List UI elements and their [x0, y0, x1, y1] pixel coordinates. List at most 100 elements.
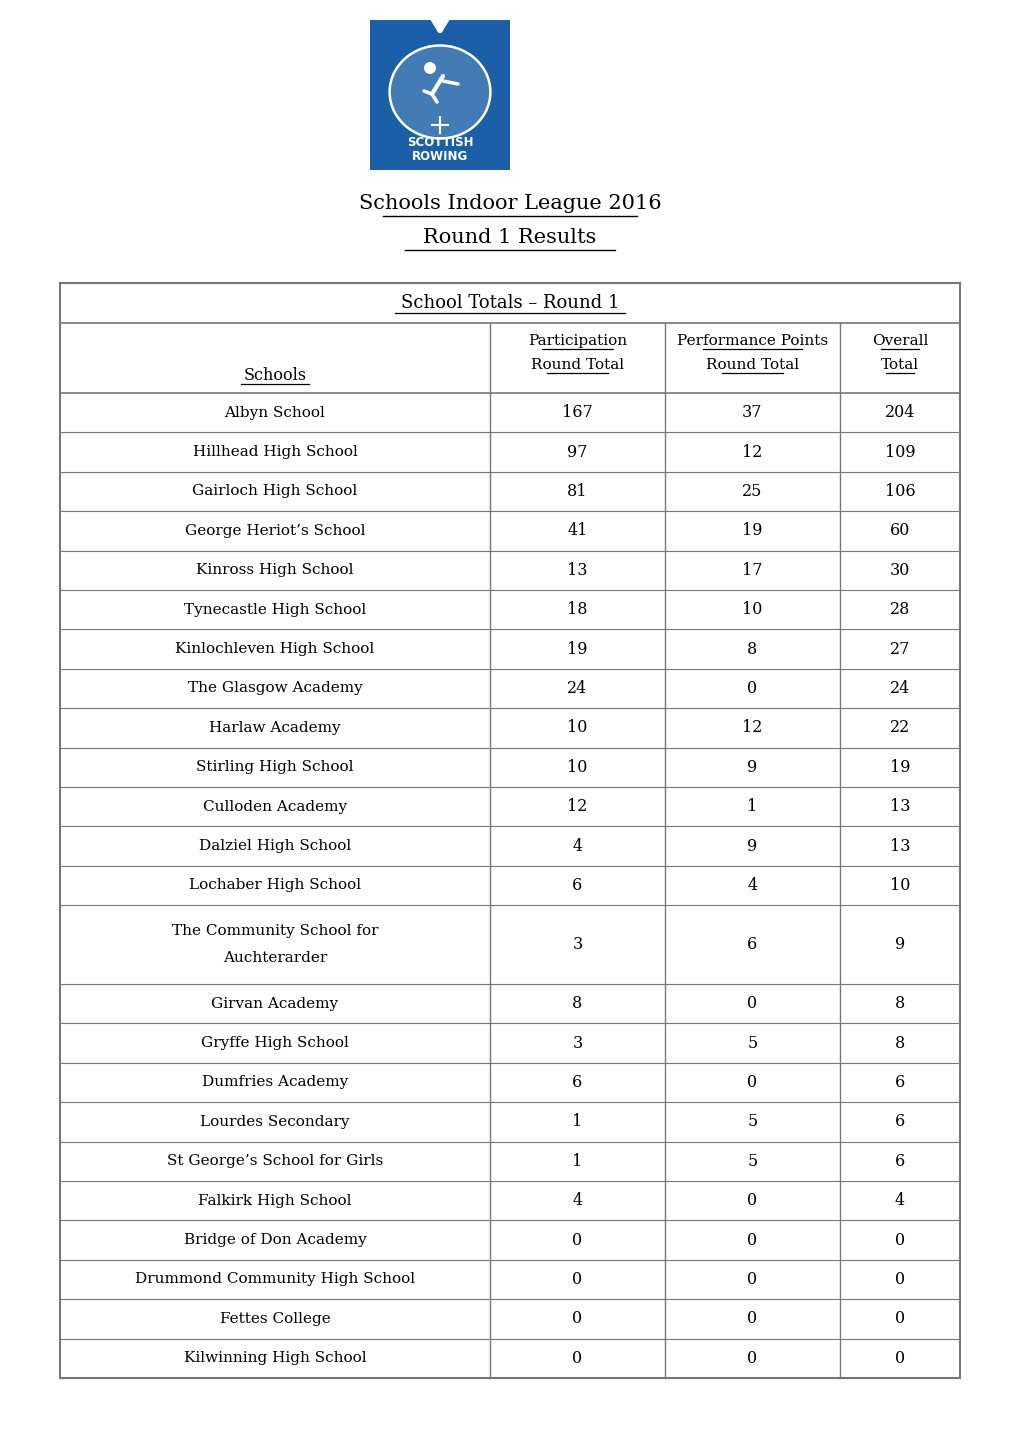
Text: 10: 10	[889, 877, 909, 895]
Text: 19: 19	[889, 759, 909, 776]
Text: 10: 10	[567, 759, 587, 776]
Text: Dalziel High School: Dalziel High School	[199, 838, 351, 853]
Text: 106: 106	[883, 483, 914, 501]
Text: 0: 0	[747, 1192, 757, 1209]
Text: 41: 41	[567, 522, 587, 540]
Text: Hillhead High School: Hillhead High School	[193, 444, 357, 459]
Text: 60: 60	[889, 522, 909, 540]
Text: 0: 0	[572, 1349, 582, 1367]
Text: 25: 25	[742, 483, 762, 501]
Text: 167: 167	[561, 404, 592, 421]
Text: 12: 12	[742, 443, 762, 460]
Text: Bridge of Don Academy: Bridge of Don Academy	[183, 1234, 366, 1247]
Text: 0: 0	[894, 1271, 904, 1289]
Text: Overall: Overall	[871, 333, 927, 348]
Text: 10: 10	[567, 720, 587, 736]
Text: 0: 0	[747, 1310, 757, 1328]
Text: Gryffe High School: Gryffe High School	[201, 1036, 348, 1051]
Text: 5: 5	[747, 1114, 757, 1130]
Text: Kinlochleven High School: Kinlochleven High School	[175, 642, 374, 657]
Text: 0: 0	[894, 1349, 904, 1367]
Text: 9: 9	[747, 837, 757, 854]
Text: 0: 0	[747, 1231, 757, 1248]
Text: 5: 5	[747, 1035, 757, 1052]
Circle shape	[424, 62, 435, 74]
Text: 13: 13	[889, 837, 909, 854]
Text: 0: 0	[572, 1310, 582, 1328]
Text: The Glasgow Academy: The Glasgow Academy	[187, 681, 362, 696]
Text: Round 1 Results: Round 1 Results	[423, 228, 596, 247]
Text: 0: 0	[894, 1231, 904, 1248]
Text: Kilwinning High School: Kilwinning High School	[183, 1351, 366, 1365]
Text: School Totals – Round 1: School Totals – Round 1	[400, 294, 619, 312]
Text: Albyn School: Albyn School	[224, 405, 325, 420]
Text: Girvan Academy: Girvan Academy	[211, 997, 338, 1010]
Text: 28: 28	[889, 602, 909, 618]
Text: 17: 17	[742, 561, 762, 579]
Text: 6: 6	[572, 877, 582, 895]
Text: St George’s School for Girls: St George’s School for Girls	[167, 1154, 383, 1169]
Text: 4: 4	[572, 837, 582, 854]
Text: 6: 6	[572, 1074, 582, 1091]
Text: 30: 30	[889, 561, 909, 579]
Text: 0: 0	[747, 1349, 757, 1367]
Text: Gairloch High School: Gairloch High School	[193, 485, 358, 498]
Text: 18: 18	[567, 602, 587, 618]
Text: 81: 81	[567, 483, 587, 501]
Text: Schools: Schools	[244, 367, 307, 384]
Text: Culloden Academy: Culloden Academy	[203, 799, 346, 814]
Text: Stirling High School: Stirling High School	[196, 760, 354, 775]
Text: The Community School for: The Community School for	[171, 924, 378, 938]
Text: 5: 5	[747, 1153, 757, 1170]
Text: ROWING: ROWING	[412, 150, 468, 163]
Text: 8: 8	[894, 996, 904, 1012]
FancyBboxPatch shape	[370, 20, 510, 170]
Text: Schools Indoor League 2016: Schools Indoor League 2016	[359, 193, 660, 214]
Text: Round Total: Round Total	[531, 358, 624, 372]
Text: Falkirk High School: Falkirk High School	[198, 1193, 352, 1208]
Bar	[60, 283, 959, 1378]
Ellipse shape	[389, 46, 490, 139]
Text: 0: 0	[572, 1231, 582, 1248]
Text: 1: 1	[572, 1153, 582, 1170]
Text: Auchterarder: Auchterarder	[223, 951, 327, 965]
Text: 97: 97	[567, 443, 587, 460]
Text: 4: 4	[572, 1192, 582, 1209]
Text: 1: 1	[747, 798, 757, 815]
Text: 19: 19	[742, 522, 762, 540]
Text: 0: 0	[894, 1310, 904, 1328]
Text: 9: 9	[747, 759, 757, 776]
Text: Round Total: Round Total	[705, 358, 798, 372]
Text: 24: 24	[889, 680, 909, 697]
Text: Lourdes Secondary: Lourdes Secondary	[200, 1115, 350, 1128]
Text: 37: 37	[742, 404, 762, 421]
Text: Harlaw Academy: Harlaw Academy	[209, 722, 340, 734]
Text: 13: 13	[889, 798, 909, 815]
Text: 6: 6	[894, 1153, 904, 1170]
Text: Kinross High School: Kinross High School	[196, 563, 354, 577]
Text: 27: 27	[889, 641, 909, 658]
Text: 1: 1	[572, 1114, 582, 1130]
Text: George Heriot’s School: George Heriot’s School	[184, 524, 365, 538]
Text: Tynecastle High School: Tynecastle High School	[183, 603, 366, 616]
Text: Fettes College: Fettes College	[219, 1312, 330, 1326]
Text: 12: 12	[742, 720, 762, 736]
Text: 4: 4	[894, 1192, 904, 1209]
Text: 109: 109	[883, 443, 914, 460]
Text: 3: 3	[572, 937, 582, 952]
Text: 10: 10	[742, 602, 762, 618]
Text: 6: 6	[894, 1114, 904, 1130]
Text: 22: 22	[889, 720, 909, 736]
Text: 6: 6	[747, 937, 757, 952]
Text: Participation: Participation	[528, 333, 627, 348]
Text: 6: 6	[894, 1074, 904, 1091]
Text: 9: 9	[894, 937, 904, 952]
Text: 0: 0	[747, 1271, 757, 1289]
Text: 19: 19	[567, 641, 587, 658]
Text: 13: 13	[567, 561, 587, 579]
Text: Performance Points: Performance Points	[677, 333, 827, 348]
Text: 3: 3	[572, 1035, 582, 1052]
Text: Dumfries Academy: Dumfries Academy	[202, 1075, 347, 1089]
Text: 8: 8	[747, 641, 757, 658]
Text: 204: 204	[883, 404, 914, 421]
